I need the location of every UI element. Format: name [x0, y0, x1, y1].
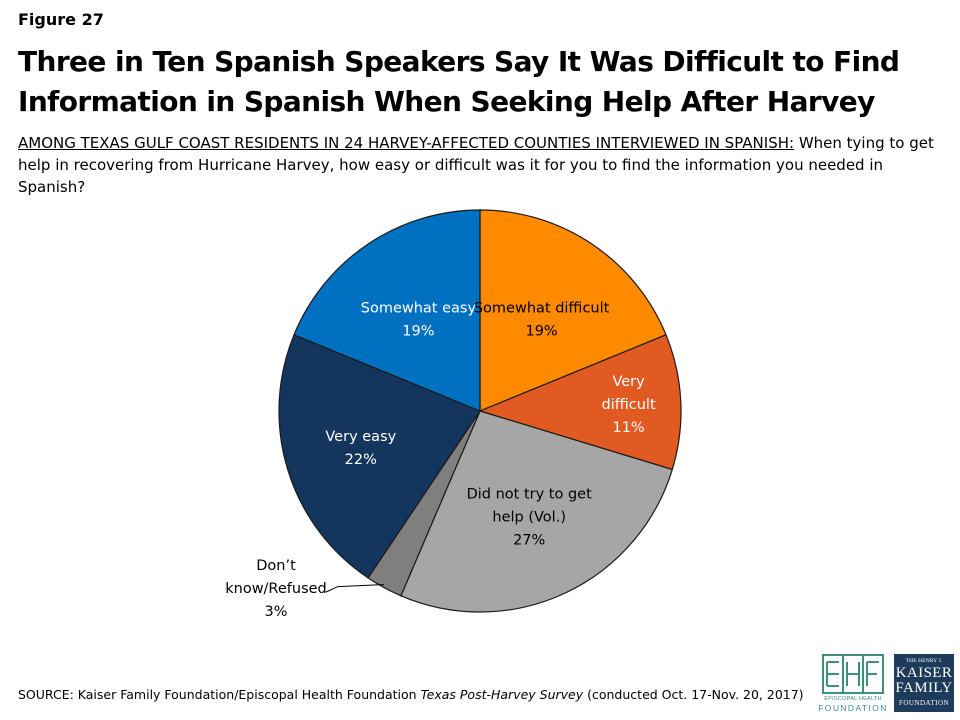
slice-value-label: 19%: [402, 324, 434, 340]
slice-value-label: 27%: [513, 533, 545, 549]
kff-logo: THE HENRY J. KAISER FAMILY FOUNDATION: [894, 654, 954, 712]
slice-category-label: Very easy: [325, 429, 396, 445]
leader-line: [325, 584, 385, 593]
ehf-logo-line1: EPISCOPAL HEALTH: [824, 696, 882, 702]
source-suffix: (conducted Oct. 17-Nov. 20, 2017): [583, 687, 804, 702]
pie-slice-very-difficult: [478, 334, 682, 471]
slice-category-label: Don’t: [256, 558, 296, 574]
question-lead: AMONG TEXAS GULF COAST RESIDENTS IN 24 H…: [18, 134, 795, 152]
slice-value-label: 22%: [345, 452, 377, 468]
question-text: When tying to get help in recovering fro…: [18, 134, 934, 196]
kff-logo-line1: THE HENRY J.: [905, 658, 943, 664]
ehf-logo-line2: FOUNDATION: [818, 703, 888, 713]
source-note: SOURCE: Kaiser Family Foundation/Episcop…: [18, 687, 804, 702]
slice-category-label: know/Refused: [225, 581, 327, 597]
slice-category-label: Did not try to get: [467, 487, 592, 503]
ehf-logo: EPISCOPAL HEALTH FOUNDATION: [818, 654, 888, 713]
slice-value-label: 3%: [264, 604, 287, 620]
slice-value-label: 19%: [525, 324, 557, 340]
pie-slice-somewhat-difficult: [479, 209, 667, 412]
pie-slices: [278, 209, 682, 613]
ehf-logo-mark: [822, 654, 884, 694]
chart-title: Three in Ten Spanish Speakers Say It Was…: [18, 45, 900, 118]
figure-label: Figure 27: [18, 10, 104, 29]
pie-slice-did-not-try-to-get-help-vol: [400, 410, 674, 613]
kff-logo-line2: KAISER: [895, 665, 953, 681]
slice-category-label: Somewhat difficult: [474, 301, 610, 317]
survey-question: AMONG TEXAS GULF COAST RESIDENTS IN 24 H…: [18, 132, 938, 198]
slice-category-label: Somewhat easy: [361, 301, 477, 317]
kff-logo-line3: FAMILY: [895, 680, 953, 696]
source-survey-name: Texas Post-Harvey Survey: [420, 687, 584, 702]
pie-slice-very-easy: [278, 334, 481, 579]
slice-category-label: Very: [612, 374, 645, 390]
kff-logo-line4: FOUNDATION: [898, 699, 950, 707]
slice-category-label: difficult: [602, 397, 656, 413]
source-prefix: SOURCE: Kaiser Family Foundation/Episcop…: [18, 687, 421, 702]
slice-category-label: help (Vol.): [492, 510, 566, 526]
slice-value-label: 11%: [612, 420, 644, 436]
pie-labels: Somewhat difficult 19% Very difficult 11% Did…: [225, 301, 656, 620]
pie-slice-somewhat-easy: [293, 209, 481, 412]
